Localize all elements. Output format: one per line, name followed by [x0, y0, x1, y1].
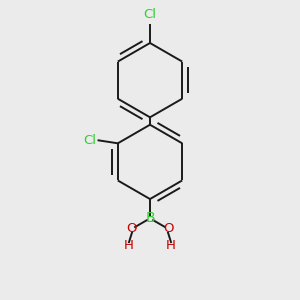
- Text: Cl: Cl: [83, 134, 96, 147]
- Text: B: B: [145, 212, 155, 225]
- Text: O: O: [163, 222, 173, 235]
- Text: Cl: Cl: [143, 8, 157, 21]
- Text: H: H: [166, 238, 176, 252]
- Text: H: H: [124, 238, 134, 252]
- Text: O: O: [127, 222, 137, 235]
